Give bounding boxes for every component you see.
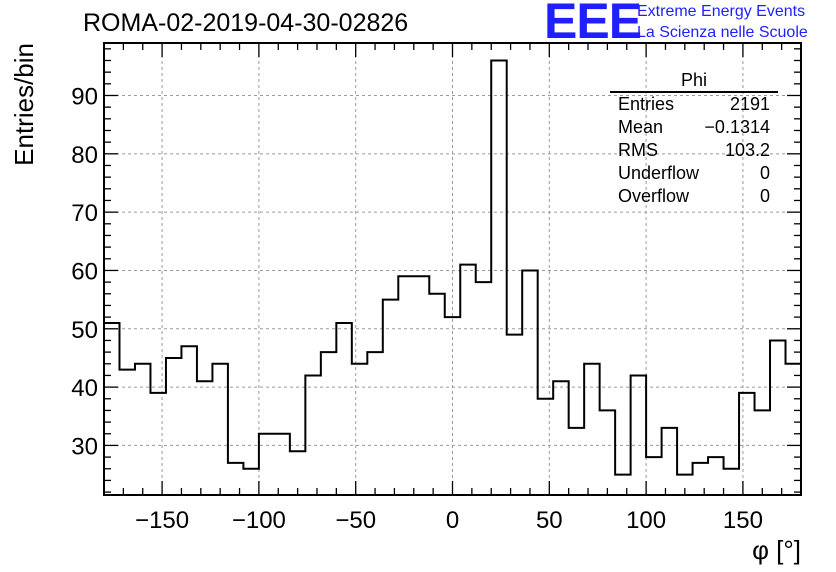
stats-row-label: Overflow [618, 186, 690, 206]
x-axis-title: φ [°] [752, 535, 801, 565]
x-tick-label: −150 [135, 507, 189, 534]
x-tick-label: 0 [446, 507, 459, 534]
y-tick-label: 90 [71, 83, 98, 110]
stats-box: Phi Entries 2191 Mean −0.1314 RMS 103.2 Underf… [610, 70, 778, 206]
y-axis-title: Entries/bin [9, 43, 39, 166]
stats-row-value: 0 [760, 186, 770, 206]
y-tick-label: 40 [71, 375, 98, 402]
stats-rows: Entries 2191 Mean −0.1314 RMS 103.2 Underflow 0… [618, 94, 770, 206]
y-tick-label: 60 [71, 258, 98, 285]
logo-line-1: Extreme Energy Events [637, 3, 806, 20]
stats-row-label: RMS [618, 140, 658, 160]
stats-row-label: Underflow [618, 163, 700, 183]
x-tick-label: −100 [232, 507, 286, 534]
x-tick-label: −50 [335, 507, 376, 534]
plot-frame [103, 42, 802, 496]
grid [104, 43, 801, 495]
stats-row-value: 0 [760, 163, 770, 183]
stats-row-value: 103.2 [725, 140, 770, 160]
x-tick-label: 100 [626, 507, 666, 534]
y-tick-label: 50 [71, 317, 98, 344]
y-tick-label: 70 [71, 200, 98, 227]
histogram-series [104, 59, 802, 476]
x-tick-label: 150 [723, 507, 763, 534]
y-tick-label: 80 [71, 142, 98, 169]
stats-box-title: Phi [681, 70, 707, 90]
axis-ticks [104, 43, 801, 495]
x-tick-label: 50 [536, 507, 563, 534]
y-tick-label: 30 [71, 433, 98, 460]
tick-labels: −150 −100 −50 0 50 100 150 30 40 50 60 70 80 90 [71, 83, 763, 534]
eee-logo-mark: EEE [544, 0, 642, 49]
logo-line-2: La Scienza nelle Scuole [637, 24, 808, 41]
stats-row-value: −0.1314 [704, 117, 770, 137]
stats-row-label: Mean [618, 117, 663, 137]
plot-title: ROMA-02-2019-04-30-02826 [83, 9, 409, 37]
stats-row-value: 2191 [730, 94, 770, 114]
stats-row-label: Entries [618, 94, 674, 114]
